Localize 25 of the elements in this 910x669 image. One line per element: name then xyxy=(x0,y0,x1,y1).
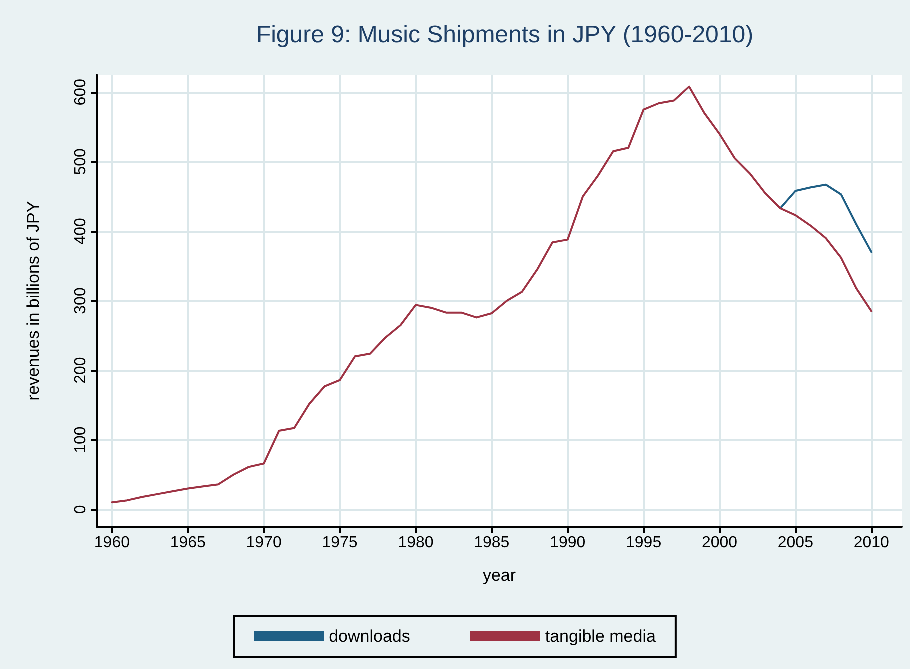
y-tick-label: 100 xyxy=(72,426,90,454)
x-axis-title: year xyxy=(482,566,516,585)
legend-label: downloads xyxy=(329,627,410,646)
x-tick-label: 2000 xyxy=(702,534,738,552)
y-tick-label: 400 xyxy=(72,218,90,245)
x-tick-label: 1990 xyxy=(550,534,586,552)
y-tick-label: 500 xyxy=(72,148,90,176)
y-tick-label: 0 xyxy=(72,505,90,514)
x-tick-label: 1970 xyxy=(246,534,282,552)
line-series xyxy=(779,184,873,254)
legend-label: tangible media xyxy=(545,627,656,646)
y-tick-label: 200 xyxy=(72,357,90,384)
x-tick-label: 1985 xyxy=(474,534,510,552)
x-tick-label: 2005 xyxy=(778,534,814,552)
y-tick-label: 300 xyxy=(72,288,90,314)
chart-title: Figure 9: Music Shipments in JPY (1960-2010) xyxy=(256,22,754,48)
line-series xyxy=(111,86,873,504)
y-axis-title: revenues in billions of JPY xyxy=(24,201,43,401)
x-tick-label: 1960 xyxy=(94,534,130,552)
x-tick-label: 1975 xyxy=(322,534,358,552)
y-tick-label: 600 xyxy=(72,78,90,106)
x-tick-label: 1980 xyxy=(398,534,434,552)
x-tick-label: 2010 xyxy=(854,534,890,552)
x-tick-label: 1995 xyxy=(626,534,662,552)
x-tick-label: 1965 xyxy=(170,534,206,552)
